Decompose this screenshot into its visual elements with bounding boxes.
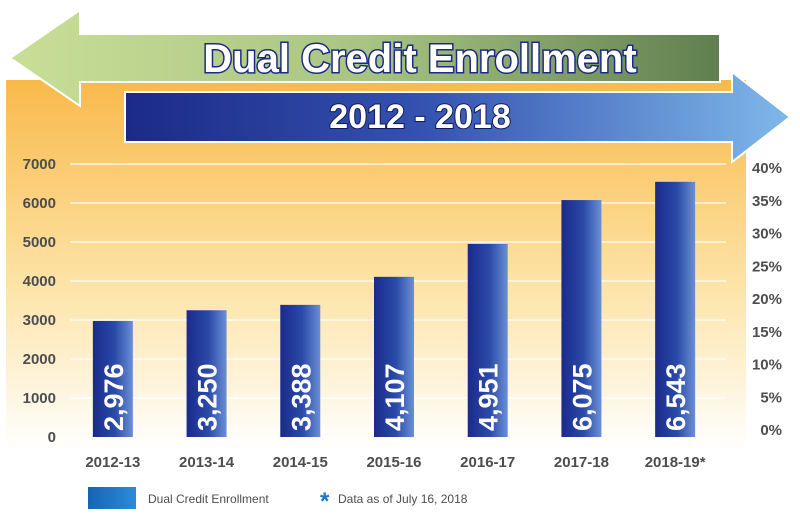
footnote-star: * xyxy=(320,488,330,515)
y-axis-right: 0% 5% 10% 15% 20% 25% 30% 35% 40% xyxy=(752,160,782,439)
bar xyxy=(280,304,321,437)
x-tick-label: 2018-19* xyxy=(645,454,706,471)
x-tick-label: 2016-17 xyxy=(460,454,515,471)
bar xyxy=(467,243,508,437)
footnote: * Data as of July 16, 2018 xyxy=(320,488,468,515)
legend-swatch xyxy=(88,487,136,509)
y-tick-label: 5000 xyxy=(23,234,56,251)
bar-value-label: 6,075 xyxy=(567,363,597,431)
legend-label: Dual Credit Enrollment xyxy=(148,492,269,506)
subtitle-arrow-right xyxy=(124,69,792,165)
bar xyxy=(655,181,696,437)
bar xyxy=(561,200,602,437)
chart-title: Dual Credit Enrollment xyxy=(203,37,636,81)
bar-value-label: 2,976 xyxy=(99,363,129,431)
x-tick-label: 2012-13 xyxy=(85,454,140,471)
bar-value-label: 3,250 xyxy=(193,363,223,431)
bar-value-label: 4,951 xyxy=(474,363,504,431)
y-tick-label: 7000 xyxy=(23,156,56,173)
y2-tick-label: 25% xyxy=(752,258,782,275)
bars: 2,976 3,250 3,388 4,107 4,951 6,075 6,543 xyxy=(92,181,696,437)
y2-tick-label: 40% xyxy=(752,160,782,177)
x-tick-label: 2017-18 xyxy=(554,454,609,471)
y2-tick-label: 35% xyxy=(752,193,782,210)
bar xyxy=(92,320,133,437)
legend: Dual Credit Enrollment xyxy=(88,487,269,509)
y-tick-label: 0 xyxy=(48,429,56,446)
bar xyxy=(186,310,227,437)
bar-value-label: 6,543 xyxy=(661,363,691,431)
y2-tick-label: 5% xyxy=(760,389,782,406)
y2-tick-label: 15% xyxy=(752,324,782,341)
footnote-text: Data as of July 16, 2018 xyxy=(338,492,468,506)
y-axis-left: 0 1000 2000 3000 4000 5000 6000 7000 xyxy=(23,156,56,446)
y-tick-label: 2000 xyxy=(23,351,56,368)
title-arrow-left xyxy=(8,8,721,108)
x-axis: 2012-13 2013-14 2014-15 2015-16 2016-17 2017-… xyxy=(85,454,705,471)
y-tick-label: 1000 xyxy=(23,390,56,407)
y-tick-label: 6000 xyxy=(23,195,56,212)
y2-tick-label: 0% xyxy=(760,422,782,439)
bar xyxy=(374,276,414,437)
bar-value-label: 3,388 xyxy=(286,363,316,431)
x-tick-label: 2014-15 xyxy=(273,454,328,471)
chart-subtitle: 2012 - 2018 xyxy=(329,98,511,136)
y2-tick-label: 20% xyxy=(752,291,782,308)
x-tick-label: 2015-16 xyxy=(366,454,421,471)
y-tick-label: 3000 xyxy=(23,312,56,329)
y-tick-label: 4000 xyxy=(23,273,56,290)
bar-value-label: 4,107 xyxy=(380,363,410,431)
x-tick-label: 2013-14 xyxy=(179,454,235,471)
y2-tick-label: 10% xyxy=(752,357,782,374)
y2-tick-label: 30% xyxy=(752,226,782,243)
